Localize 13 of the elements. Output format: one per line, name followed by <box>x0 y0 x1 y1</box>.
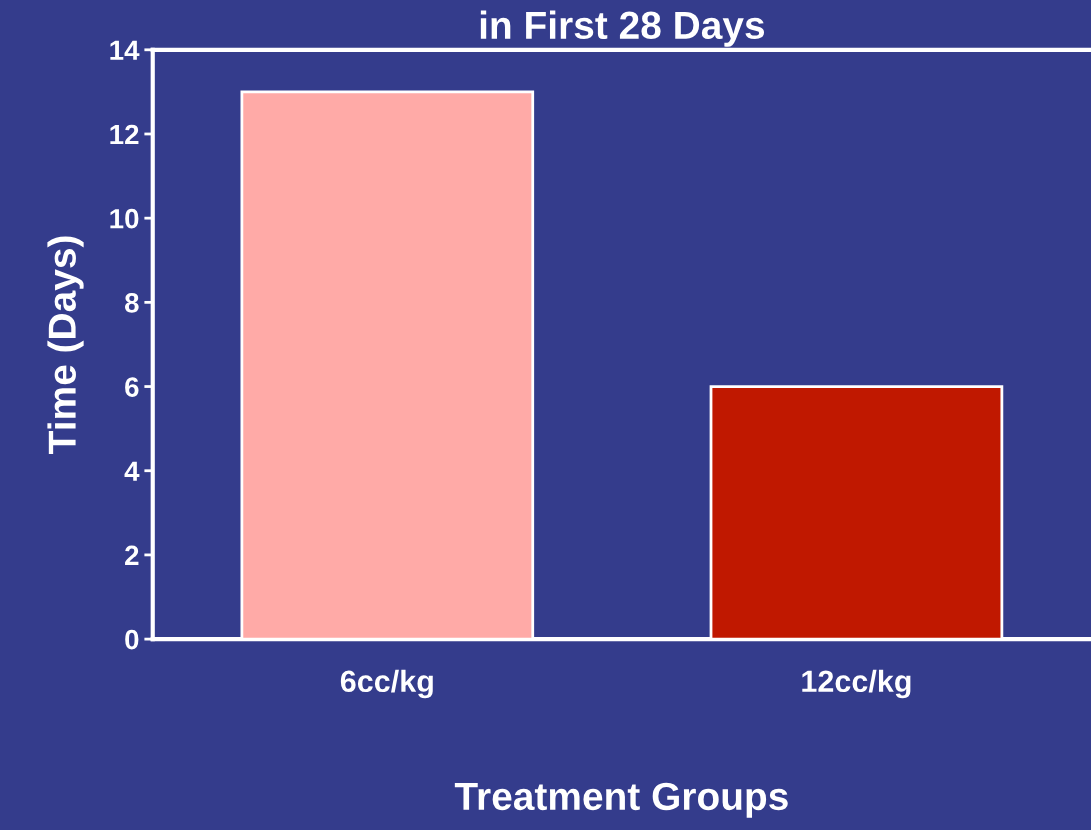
y-tick-label: 2 <box>125 545 139 565</box>
x-tick-label: 12cc/kg <box>802 669 911 699</box>
chart-title: in First 28 Days <box>480 10 765 47</box>
x-axis-title: Treatment Groups <box>454 782 788 818</box>
y-tick-label: 0 <box>125 629 139 650</box>
y-tick-label: 12 <box>110 124 139 145</box>
y-axis-title: Time (Days) <box>47 236 84 454</box>
y-tick-label: 6 <box>125 377 139 397</box>
y-tick-label: 10 <box>110 208 139 229</box>
y-tick-label: 8 <box>124 293 139 313</box>
y-tick-label: 4 <box>124 461 140 481</box>
y-tick-label: 14 <box>110 40 140 60</box>
x-tick-label: 6cc/kg <box>340 669 433 699</box>
